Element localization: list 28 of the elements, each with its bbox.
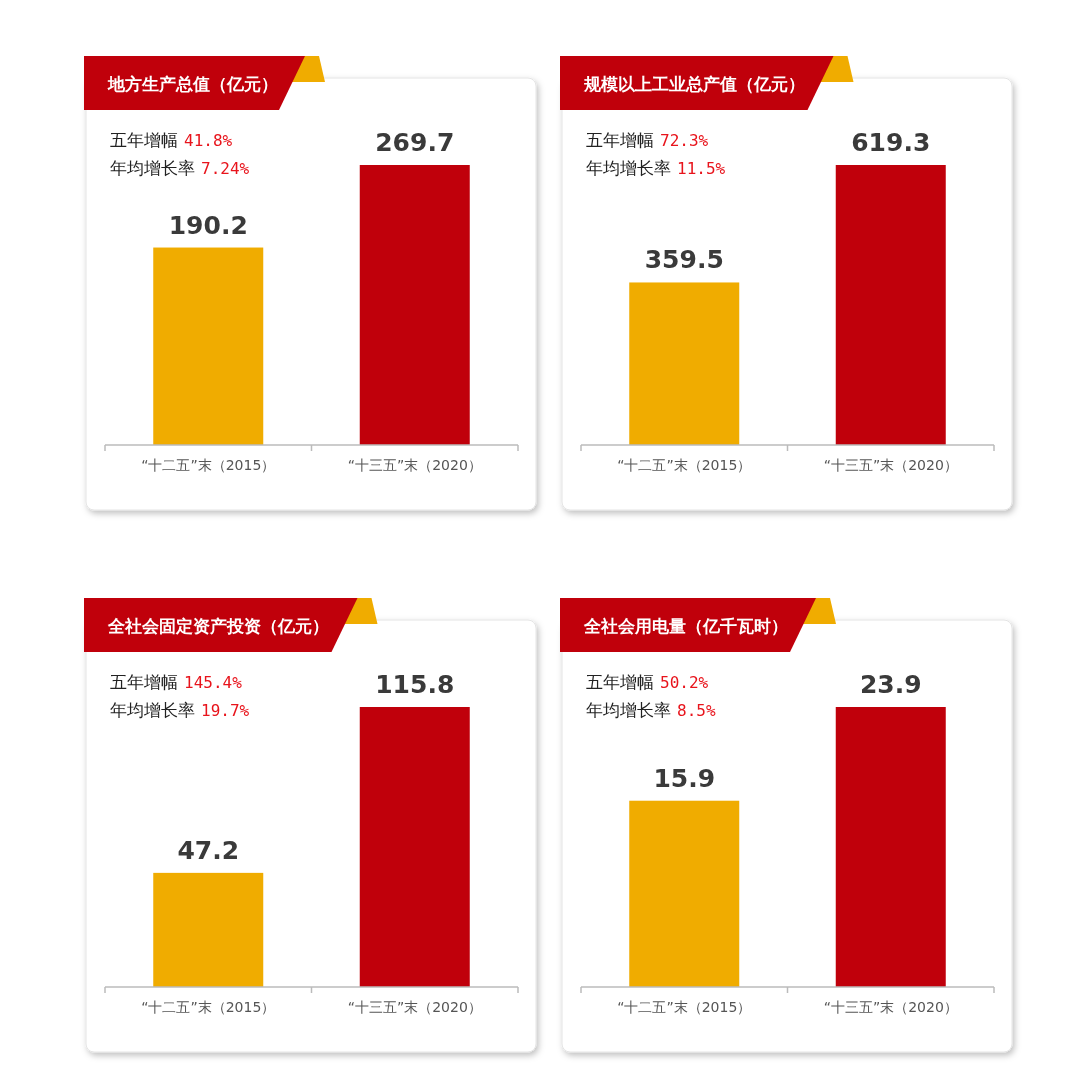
x-tick-label: “十二五”末（2015） [617, 457, 752, 473]
chart-title: 地方生产总值（亿元） [107, 74, 278, 94]
x-tick-label: “十三五”末（2020） [823, 457, 958, 473]
chart-title: 规模以上工业总产值（亿元） [583, 74, 805, 94]
x-tick-label: “十三五”末（2020） [347, 457, 482, 473]
x-tick-label: “十二五”末（2015） [141, 999, 276, 1015]
text: 五年增幅 72.3% [586, 130, 709, 150]
data-label: 619.3 [851, 128, 931, 157]
text: 五年增幅 145.4% [110, 672, 243, 692]
text: 五年增幅 41.8% [110, 130, 233, 150]
data-label: 15.9 [653, 763, 716, 793]
data-label: 47.2 [177, 835, 240, 865]
x-tick-label: “十二五”末（2015） [617, 999, 752, 1015]
annotation: 年均增长率 8.5% [586, 700, 716, 720]
x-tick-label: “十三五”末（2020） [823, 999, 958, 1015]
annotation: 年均增长率 11.5% [586, 158, 726, 178]
chart-title: 全社会固定资产投资（亿元） [107, 616, 329, 636]
data-label: 269.7 [375, 128, 455, 157]
data-label: 359.5 [644, 245, 724, 275]
text: 五年增幅 50.2% [586, 672, 709, 692]
data-label: 190.2 [168, 210, 248, 240]
annotation: 年均增长率 7.24% [110, 158, 250, 178]
x-tick-label: “十三五”末（2020） [347, 999, 482, 1015]
x-tick-label: “十二五”末（2015） [141, 457, 276, 473]
annotation: 年均增长率 19.7% [110, 700, 250, 720]
data-label: 23.9 [859, 670, 922, 699]
chart-title: 全社会用电量（亿千瓦时） [583, 616, 788, 636]
data-label: 115.8 [375, 670, 455, 699]
